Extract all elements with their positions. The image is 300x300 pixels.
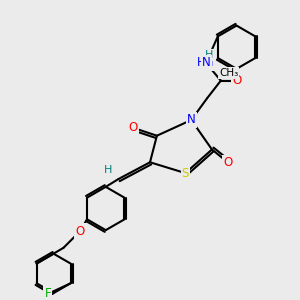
Text: F: F — [44, 286, 51, 300]
Text: O: O — [223, 156, 232, 169]
Text: H: H — [205, 50, 213, 60]
Text: O: O — [232, 74, 241, 87]
Text: H: H — [103, 165, 112, 175]
Text: CH₃: CH₃ — [219, 68, 238, 78]
Text: S: S — [182, 167, 189, 180]
Text: O: O — [129, 122, 138, 134]
Text: O: O — [76, 225, 85, 238]
Text: N: N — [187, 113, 196, 127]
Text: N: N — [202, 56, 210, 69]
Text: HN: HN — [197, 56, 215, 69]
